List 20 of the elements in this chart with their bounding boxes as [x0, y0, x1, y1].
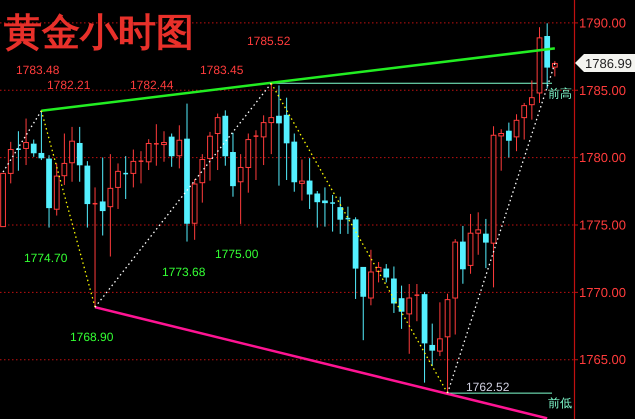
chart-title: 黄金小时图 — [4, 12, 194, 54]
y-tick-label: 1780.00 — [579, 150, 626, 166]
annotation: 1783.48 — [16, 63, 60, 77]
text: 1786.99 — [585, 56, 632, 71]
annotation: 1782.21 — [47, 78, 91, 92]
y-tick-label: 1765.00 — [579, 352, 626, 368]
ref-line-label: 前高 — [548, 86, 572, 100]
annotation: 1785.52 — [247, 34, 291, 48]
annotation: 1783.45 — [200, 63, 244, 77]
y-tick-label: 1790.00 — [579, 15, 626, 30]
y-tick-label: 1770.00 — [579, 284, 626, 300]
y-tick-label: 1785.00 — [579, 82, 626, 98]
annotation: 1782.44 — [130, 78, 174, 92]
annotation: 1762.52 — [466, 380, 510, 394]
y-tick-label: 1775.00 — [579, 217, 626, 232]
ref-line-label: 前低 — [548, 396, 572, 410]
annotation: 1768.90 — [70, 330, 114, 344]
annotation: 1774.70 — [24, 251, 68, 265]
annotation: 1775.00 — [215, 247, 259, 261]
annotation: 1773.68 — [162, 265, 206, 279]
